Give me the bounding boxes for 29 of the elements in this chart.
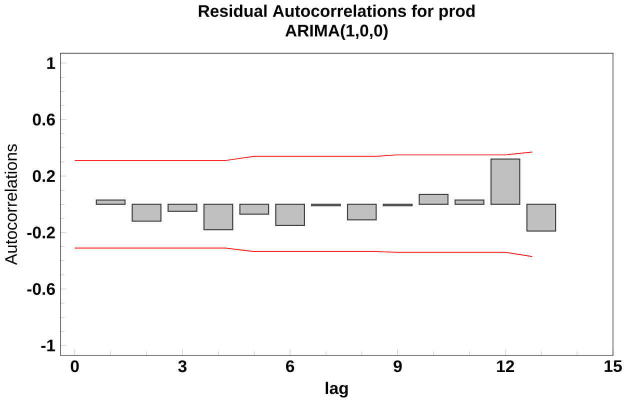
x-tick-label: 9 — [394, 360, 402, 372]
y-tick-label: -0.6 — [27, 282, 55, 295]
bar — [346, 204, 377, 220]
y-tick-label: 0.6 — [32, 114, 55, 126]
x-tick-label: 3 — [178, 360, 187, 372]
chart-subtitle: ARIMA(1,0,0) — [285, 24, 388, 40]
x-tick-label: 0 — [70, 360, 79, 372]
x-tick-label: 15 — [604, 360, 622, 372]
y-tick-label: 1 — [47, 57, 56, 69]
bar — [490, 158, 520, 205]
bar — [203, 204, 234, 230]
bar — [168, 204, 198, 212]
y-tick-label: 0.2 — [32, 170, 55, 182]
y-tick-label: -1 — [41, 340, 56, 352]
bar — [418, 194, 449, 205]
x-tick-label: 6 — [286, 360, 294, 372]
bar — [132, 204, 162, 222]
chart-title: Residual Autocorrelations for prod — [198, 4, 475, 20]
bar — [96, 199, 126, 205]
y-axis-title: Autocorrelations — [4, 144, 17, 265]
bar — [239, 204, 270, 215]
line-series — [74, 248, 533, 257]
x-tick-label: 12 — [497, 360, 514, 372]
bar — [526, 204, 556, 232]
line-series — [74, 152, 533, 161]
x-axis-title: lag — [326, 382, 348, 398]
y-tick-label: -0.2 — [27, 226, 55, 238]
bar — [275, 204, 306, 226]
bar — [454, 199, 484, 205]
